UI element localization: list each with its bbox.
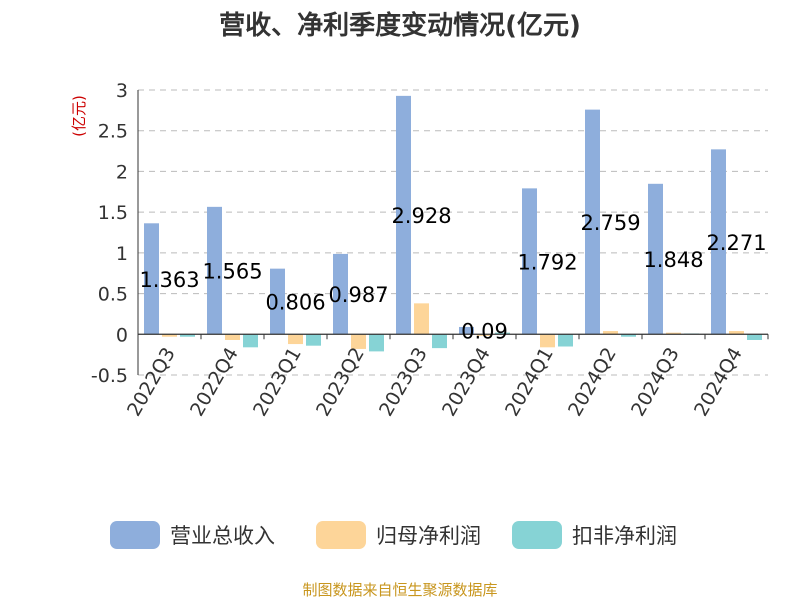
- y-tick-label: 1.5: [98, 202, 128, 224]
- bar-归母净利润-2022Q3: [162, 334, 177, 337]
- y-tick-label: -0.5: [91, 365, 128, 387]
- data-label: 2.759: [580, 211, 640, 235]
- bar-营业总收入-2024Q1: [522, 188, 537, 335]
- y-tick-label: 1: [116, 243, 128, 265]
- legend-label: 归母净利润: [376, 524, 481, 548]
- bar-扣非净利润-2024Q2: [621, 334, 636, 337]
- bar-扣非净利润-2022Q3: [180, 334, 195, 337]
- bar-营业总收入-2023Q4: [459, 326, 474, 335]
- bar-归母净利润-2023Q1: [288, 334, 303, 345]
- bars: [144, 95, 762, 352]
- bar-归母净利润-2023Q2: [351, 334, 366, 349]
- data-label: 1.363: [139, 268, 199, 292]
- y-tick-labels: 3 2.5 2 1.5 1 0.5 0 -0.5: [91, 80, 128, 387]
- x-tick-label: 2023Q1: [249, 344, 306, 420]
- x-tick-label: 2024Q4: [690, 344, 747, 420]
- bar-归母净利润-2023Q3: [414, 303, 429, 335]
- data-label: 2.928: [391, 204, 451, 228]
- bar-扣非净利润-2023Q4: [495, 332, 510, 335]
- bar-扣非净利润-2023Q1: [306, 334, 321, 346]
- bar-归母净利润-2024Q2: [603, 331, 618, 335]
- x-tick-label: 2023Q2: [312, 344, 369, 420]
- legend: 营业总收入 归母净利润 扣非净利润: [110, 521, 677, 549]
- x-tick-label: 2023Q3: [375, 344, 432, 420]
- bar-营业总收入-2022Q3: [144, 223, 159, 335]
- bar-营业总收入-2023Q1: [270, 268, 285, 335]
- bar-扣非净利润-2024Q4: [747, 334, 762, 340]
- bar-扣非净利润-2023Q3: [432, 334, 447, 349]
- chart-title: 营收、净利季度变动情况(亿元): [219, 10, 581, 41]
- bar-营业总收入-2022Q4: [207, 206, 222, 335]
- bar-营业总收入-2024Q3: [648, 183, 663, 335]
- y-axis-label: (亿元): [70, 95, 88, 137]
- y-tick-label: 0.5: [98, 284, 128, 306]
- data-label: 0.806: [265, 290, 325, 314]
- x-axis: [137, 90, 769, 375]
- data-label: 1.792: [517, 250, 577, 274]
- bar-归母净利润-2024Q4: [729, 331, 744, 335]
- x-tick-label: 2024Q1: [501, 344, 558, 420]
- bar-营业总收入-2024Q4: [711, 149, 726, 335]
- bar-归母净利润-2022Q4: [225, 334, 240, 340]
- x-tick-label: 2024Q3: [627, 344, 684, 420]
- bar-营业总收入-2023Q3: [396, 95, 411, 335]
- x-tick-label: 2022Q4: [186, 344, 243, 420]
- data-label: 0.09: [461, 320, 508, 344]
- y-tick-label: 2: [116, 161, 128, 183]
- y-tick-label: 3: [116, 80, 128, 102]
- x-tick-label: 2024Q2: [564, 344, 621, 420]
- bar-营业总收入-2023Q2: [333, 253, 348, 335]
- source-note: 制图数据来自恒生聚源数据库: [302, 581, 497, 599]
- x-tick-label: 2022Q3: [123, 344, 180, 420]
- data-label: 2.271: [706, 231, 766, 255]
- bar-归母净利润-2024Q1: [540, 334, 555, 348]
- data-label: 1.565: [202, 260, 262, 284]
- data-label: 0.987: [328, 283, 388, 307]
- y-tick-label: 2.5: [98, 121, 128, 143]
- legend-swatch: [316, 521, 366, 549]
- bar-扣非净利润-2023Q2: [369, 334, 384, 352]
- bar-扣非净利润-2022Q4: [243, 334, 258, 348]
- legend-swatch: [110, 521, 160, 549]
- bar-归母净利润-2024Q3: [666, 332, 681, 335]
- bar-归母净利润-2023Q4: [477, 334, 492, 336]
- legend-label: 营业总收入: [170, 524, 275, 548]
- legend-swatch: [512, 521, 562, 549]
- x-tick-labels: 2022Q3 2022Q4 2023Q1 2023Q2 2023Q3 2023Q4 2024…: [123, 344, 747, 420]
- y-tick-label: 0: [116, 324, 128, 346]
- x-tick-label: 2023Q4: [438, 344, 495, 420]
- grid-lines: [138, 89, 768, 376]
- bar-扣非净利润-2024Q1: [558, 334, 573, 347]
- data-label: 1.848: [643, 248, 703, 272]
- legend-label: 扣非净利润: [572, 524, 677, 548]
- bar-营业总收入-2024Q2: [585, 109, 600, 335]
